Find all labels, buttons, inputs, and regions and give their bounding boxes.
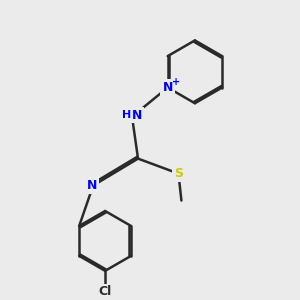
Text: H: H — [122, 110, 131, 120]
Text: +: + — [172, 77, 180, 87]
Text: N: N — [86, 179, 97, 192]
Text: N: N — [163, 81, 173, 94]
Text: Cl: Cl — [98, 285, 112, 298]
Text: N: N — [132, 109, 142, 122]
Text: S: S — [174, 167, 183, 180]
